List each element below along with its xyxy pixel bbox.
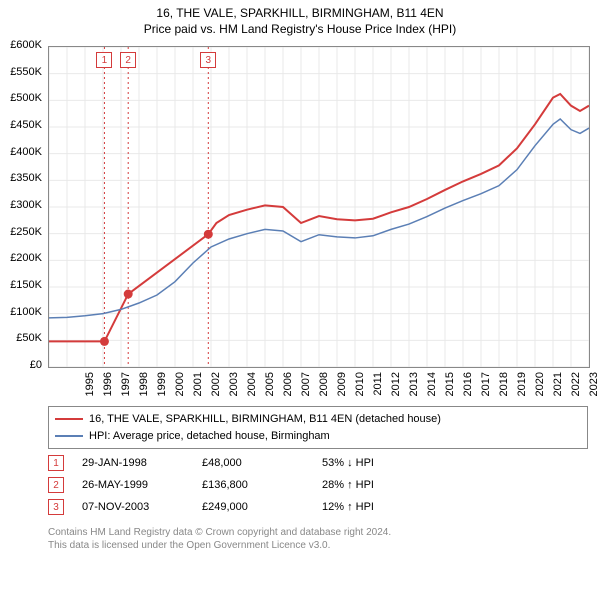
y-tick-label: £200K — [0, 252, 42, 264]
y-tick-label: £350K — [0, 172, 42, 184]
row-delta: 53% ↓ HPI — [322, 457, 442, 469]
row-marker: 3 — [48, 499, 64, 515]
x-tick-label: 2008 — [318, 372, 330, 412]
row-marker: 2 — [48, 477, 64, 493]
transactions-table: 1 29-JAN-1998£48,00053% ↓ HPI 2 26-MAY-1999… — [48, 452, 442, 518]
legend-label: HPI: Average price, detached house, Birm… — [89, 428, 330, 445]
x-tick-label: 2016 — [462, 372, 474, 412]
x-tick-label: 2001 — [192, 372, 204, 412]
legend-item: 16, THE VALE, SPARKHILL, BIRMINGHAM, B11… — [55, 411, 581, 428]
y-tick-label: £0 — [0, 359, 42, 371]
y-tick-label: £150K — [0, 279, 42, 291]
x-tick-label: 2015 — [444, 372, 456, 412]
footer-attribution: Contains HM Land Registry data © Crown c… — [48, 526, 391, 552]
footer-line-2: This data is licensed under the Open Gov… — [48, 539, 391, 552]
legend-item: HPI: Average price, detached house, Birm… — [55, 428, 581, 445]
y-tick-label: £50K — [0, 332, 42, 344]
y-tick-label: £400K — [0, 146, 42, 158]
y-tick-label: £500K — [0, 92, 42, 104]
y-tick-label: £600K — [0, 39, 42, 51]
x-tick-label: 2014 — [426, 372, 438, 412]
row-date: 26-MAY-1999 — [82, 479, 202, 491]
x-tick-label: 2023 — [588, 372, 600, 412]
chart-plot-area — [48, 46, 590, 368]
legend-swatch — [55, 418, 83, 420]
x-tick-label: 2005 — [264, 372, 276, 412]
legend-box: 16, THE VALE, SPARKHILL, BIRMINGHAM, B11… — [48, 406, 588, 449]
x-tick-label: 2019 — [516, 372, 528, 412]
x-tick-label: 2012 — [390, 372, 402, 412]
x-tick-label: 2009 — [336, 372, 348, 412]
x-tick-label: 2018 — [498, 372, 510, 412]
x-tick-label: 1998 — [138, 372, 150, 412]
legend-label: 16, THE VALE, SPARKHILL, BIRMINGHAM, B11… — [89, 411, 441, 428]
x-tick-label: 1996 — [102, 372, 114, 412]
x-tick-label: 2010 — [354, 372, 366, 412]
x-tick-label: 2007 — [300, 372, 312, 412]
legend-swatch — [55, 435, 83, 437]
table-row: 2 26-MAY-1999£136,80028% ↑ HPI — [48, 474, 442, 496]
x-tick-label: 2022 — [570, 372, 582, 412]
y-tick-label: £450K — [0, 119, 42, 131]
row-date: 07-NOV-2003 — [82, 501, 202, 513]
x-tick-label: 2017 — [480, 372, 492, 412]
x-tick-label: 2002 — [210, 372, 222, 412]
row-delta: 28% ↑ HPI — [322, 479, 442, 491]
row-price: £136,800 — [202, 479, 322, 491]
chart-title: 16, THE VALE, SPARKHILL, BIRMINGHAM, B11… — [0, 0, 600, 22]
x-tick-label: 2000 — [174, 372, 186, 412]
x-tick-label: 2011 — [372, 372, 384, 412]
x-tick-label: 1997 — [120, 372, 132, 412]
x-tick-label: 2013 — [408, 372, 420, 412]
x-tick-label: 2004 — [246, 372, 258, 412]
row-delta: 12% ↑ HPI — [322, 501, 442, 513]
x-tick-label: 1999 — [156, 372, 168, 412]
chart-marker: 2 — [120, 52, 136, 68]
y-tick-label: £300K — [0, 199, 42, 211]
chart-marker: 3 — [200, 52, 216, 68]
row-marker: 1 — [48, 455, 64, 471]
table-row: 3 07-NOV-2003£249,00012% ↑ HPI — [48, 496, 442, 518]
x-tick-label: 2006 — [282, 372, 294, 412]
x-tick-label: 2020 — [534, 372, 546, 412]
y-tick-label: £100K — [0, 306, 42, 318]
y-tick-label: £550K — [0, 66, 42, 78]
x-tick-label: 2003 — [228, 372, 240, 412]
chart-marker: 1 — [96, 52, 112, 68]
chart-subtitle: Price paid vs. HM Land Registry's House … — [0, 22, 600, 40]
x-tick-label: 1995 — [84, 372, 96, 412]
row-price: £249,000 — [202, 501, 322, 513]
table-row: 1 29-JAN-1998£48,00053% ↓ HPI — [48, 452, 442, 474]
x-tick-label: 2021 — [552, 372, 564, 412]
row-price: £48,000 — [202, 457, 322, 469]
row-date: 29-JAN-1998 — [82, 457, 202, 469]
footer-line-1: Contains HM Land Registry data © Crown c… — [48, 526, 391, 539]
y-tick-label: £250K — [0, 226, 42, 238]
